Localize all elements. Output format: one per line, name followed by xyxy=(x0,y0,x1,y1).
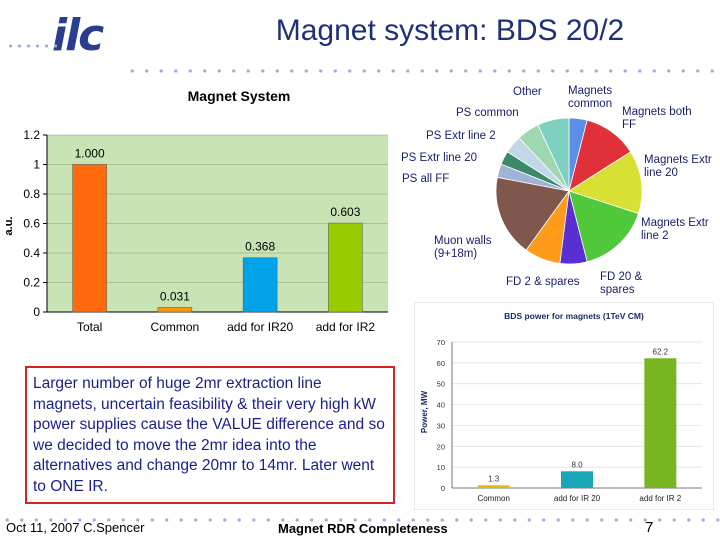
y-tick-label: 50 xyxy=(437,380,445,389)
y-tick-label: 0.4 xyxy=(23,246,40,260)
y-tick-label: 1 xyxy=(33,158,40,172)
bar-common xyxy=(477,485,510,488)
pie-label: Magnets Extr line 2 xyxy=(641,217,709,242)
slide-title: Magnet system: BDS 20/2 xyxy=(275,14,625,47)
bar-total xyxy=(72,164,107,313)
y-axis-label: a.u. xyxy=(3,217,15,236)
pie-slice xyxy=(568,151,643,215)
footer-date-author: Oct 11, 2007 C.Spencer xyxy=(6,520,145,535)
bar-add-for-ir-20 xyxy=(561,471,593,488)
x-tick-label: Total xyxy=(77,320,102,334)
bar-add-for-ir20 xyxy=(242,257,278,313)
y-tick-label: 40 xyxy=(437,401,445,410)
chart-title: Magnet System xyxy=(188,88,291,104)
pie-label: Other xyxy=(513,86,542,98)
decorative-dots-left xyxy=(6,43,58,49)
decorative-dots-top xyxy=(125,68,715,74)
pie-label: Muon walls (9+18m) xyxy=(434,235,492,260)
x-tick-label: add for IR 2 xyxy=(639,494,681,503)
magnet-system-chart: Magnet System a.u. 0 0.2 0.4 0.6 0.8 1 1.2 1.00… xyxy=(3,88,388,334)
x-tick-label: Common xyxy=(477,494,509,503)
y-tick-label: 60 xyxy=(437,359,445,368)
y-axis-label: Power, MW xyxy=(420,390,429,433)
y-tick-label: 0.8 xyxy=(23,187,40,201)
bds-power-chart: BDS power for magnets (1TeV CM) Power, M… xyxy=(414,302,714,510)
pie-label: Magnets Extr line 20 xyxy=(644,154,712,179)
pie-label: PS Extr line 20 xyxy=(401,152,477,164)
pie-label: FD 2 & spares xyxy=(506,276,580,288)
data-label: 62.2 xyxy=(653,347,669,356)
data-label: 1.3 xyxy=(488,474,500,483)
pie-label: PS all FF xyxy=(402,173,449,185)
x-tick-label: Common xyxy=(151,320,200,334)
y-tick-label: 30 xyxy=(437,421,445,430)
footer-title: Magnet RDR Completeness xyxy=(278,521,448,536)
bar-common xyxy=(157,307,193,313)
decorative-dots-bottom xyxy=(0,517,720,523)
data-label: 0.368 xyxy=(245,240,275,254)
ilc-logo: ilc xyxy=(52,10,104,61)
chart-title: BDS power for magnets (1TeV CM) xyxy=(504,311,644,321)
y-tick-label: 10 xyxy=(437,463,445,472)
pie-slice xyxy=(568,190,639,263)
note-text: Larger number of huge 2mr extraction lin… xyxy=(33,375,385,495)
y-tick-label: 1.2 xyxy=(23,128,40,142)
data-label: 8.0 xyxy=(571,460,583,469)
pie-label: Magnets common xyxy=(568,85,612,110)
data-label: 0.031 xyxy=(160,289,190,303)
x-tick-label: add for IR 20 xyxy=(554,494,601,503)
pie-label: PS Extr line 2 xyxy=(426,130,496,142)
explanation-note: Larger number of huge 2mr extraction lin… xyxy=(25,366,395,504)
data-label: 1.000 xyxy=(75,147,105,161)
x-tick-label: add for IR2 xyxy=(316,320,376,334)
pie-slice xyxy=(537,117,570,192)
magnet-cost-pie-chart: Magnets common Magnets both FF Magnets Extr l… xyxy=(401,85,712,296)
pie-label: Magnets both FF xyxy=(622,106,692,131)
y-tick-label: 0 xyxy=(441,484,445,493)
y-tick-label: 20 xyxy=(437,442,445,451)
pie-label: PS common xyxy=(456,107,519,119)
bar-add-for-ir-2 xyxy=(644,358,677,488)
y-tick-label: 70 xyxy=(437,338,445,347)
pie-label: FD 20 & spares xyxy=(600,271,643,296)
page-number: 7 xyxy=(645,519,654,536)
pie-slice xyxy=(495,176,570,251)
y-tick-label: 0.6 xyxy=(23,217,40,231)
data-label: 0.603 xyxy=(330,205,360,219)
bar-add-for-ir2 xyxy=(328,222,363,313)
y-tick-label: 0 xyxy=(33,305,40,319)
x-tick-label: add for IR20 xyxy=(227,320,293,334)
y-tick-label: 0.2 xyxy=(23,276,40,290)
